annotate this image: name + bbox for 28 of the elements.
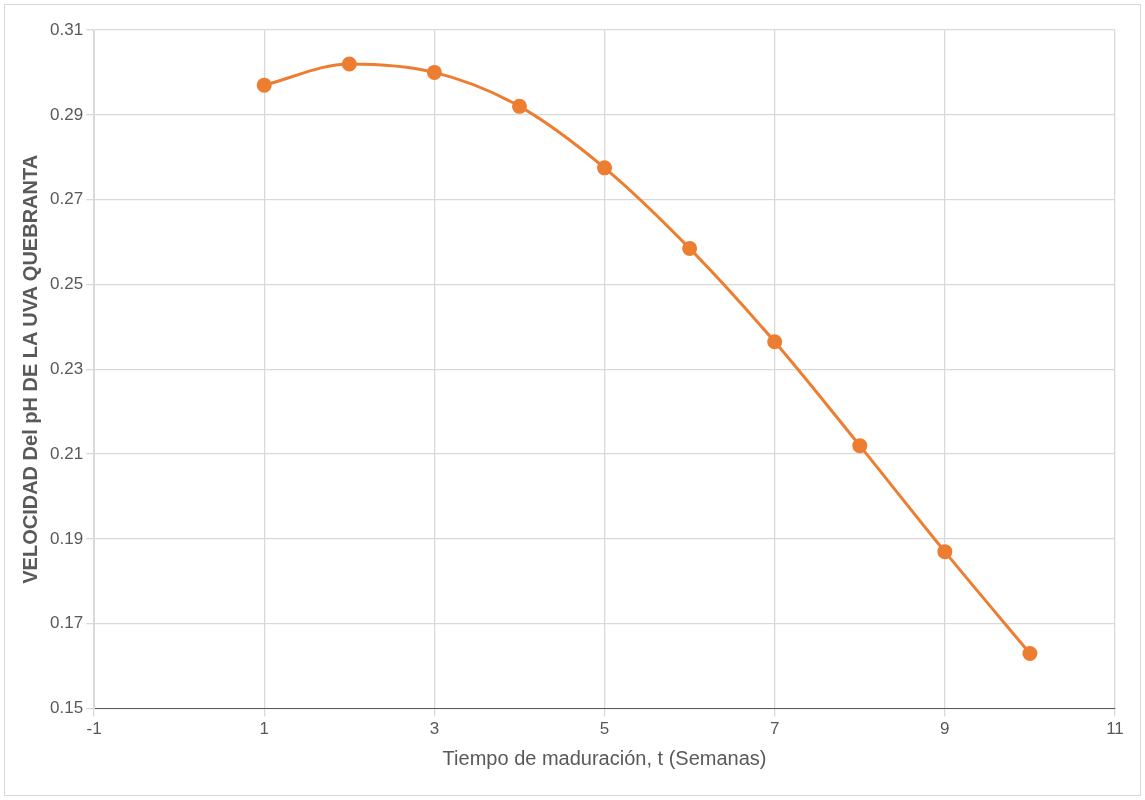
x-tick-label: 9	[940, 719, 950, 739]
y-tick-label: 0.25	[49, 274, 84, 294]
y-axis-title: VELOCIDAD Del pH DE LA UVA QUEBRANTA	[18, 154, 41, 584]
x-tick-label: 1	[259, 719, 269, 739]
point	[426, 64, 442, 80]
point	[682, 240, 698, 256]
point	[1022, 645, 1038, 661]
point	[256, 77, 272, 93]
x-tick-label: 5	[599, 719, 610, 739]
y-tick-label: 0.27	[49, 189, 84, 209]
x-tick-label: 7	[769, 719, 780, 739]
point	[511, 98, 527, 114]
point	[852, 438, 868, 454]
point	[597, 160, 613, 176]
y-tick-label: 0.19	[49, 528, 84, 548]
point	[767, 334, 783, 350]
y-tick-label: 0.29	[49, 104, 84, 124]
x-tick-label: 11	[1106, 719, 1124, 739]
point	[937, 544, 953, 560]
y-tick-label: 0.15	[49, 698, 84, 718]
y-tick-label: 0.31	[49, 19, 84, 39]
point	[341, 56, 357, 72]
y-tick-label: 0.17	[49, 613, 84, 633]
x-tick-label: 3	[429, 719, 440, 739]
x-axis-title: Tiempo de maduración, t (Semanas)	[442, 746, 767, 769]
y-tick-label: 0.21	[49, 443, 84, 463]
x-tick-label: -1	[86, 719, 102, 739]
y-tick-label: 0.23	[49, 358, 84, 378]
